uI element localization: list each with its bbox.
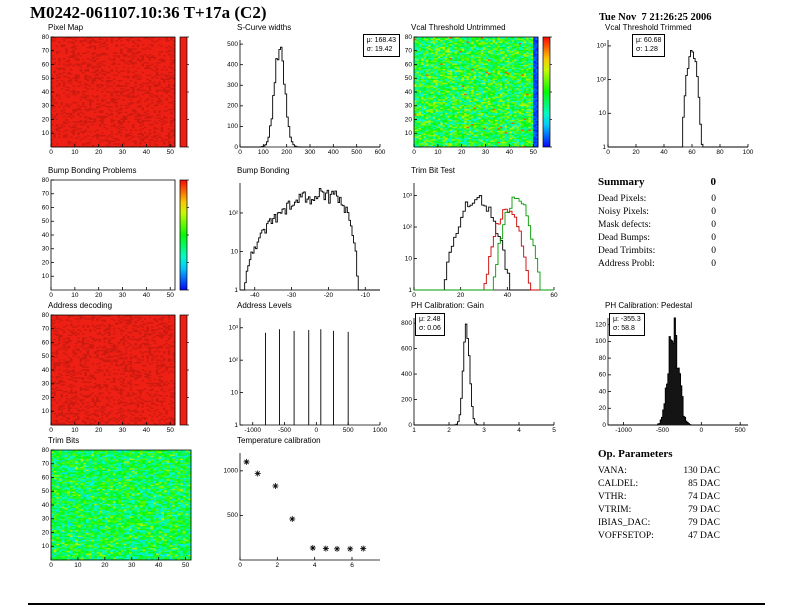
stats-mean: μ: 2.48 bbox=[419, 316, 441, 323]
op-parameter-value: 130 DAC bbox=[683, 466, 720, 476]
op-parameter-value: 74 DAC bbox=[688, 492, 720, 502]
panel-vcal-trimmed: Vcal Threshold Trimmed μ: 60.68 σ: 1.28 bbox=[582, 22, 772, 164]
summary-value: 0 bbox=[711, 246, 716, 256]
stats-sigma: σ: 1.28 bbox=[636, 45, 658, 53]
trim-bits-heatmap bbox=[25, 446, 203, 574]
op-parameter-row: VOFFSETOP: 47 DAC bbox=[598, 530, 720, 543]
panel-pixel-map: Pixel Map bbox=[25, 22, 215, 164]
stats-mean: μ: 168.43 bbox=[366, 37, 396, 44]
stats-box: μ: 60.68 σ: 1.28 bbox=[632, 34, 666, 57]
panel-bump-problems: Bump Bonding Problems bbox=[25, 165, 215, 307]
stats-sigma: σ: 0.06 bbox=[419, 324, 441, 332]
summary-value: 0 bbox=[711, 259, 716, 269]
bump-problems-heatmap bbox=[25, 176, 203, 304]
summary-value: 0 bbox=[711, 233, 716, 243]
stats-box: μ: -355.3 σ: 58.8 bbox=[609, 313, 645, 336]
summary-row: Dead Trimbits: 0 bbox=[598, 245, 716, 258]
panel-trim-bit-test: Trim Bit Test bbox=[388, 165, 578, 307]
chart-title: Trim Bit Test bbox=[411, 166, 456, 175]
op-parameter-label: VANA: bbox=[598, 466, 627, 476]
timestamp: Tue Nov 7 21:26:25 2006 bbox=[599, 12, 712, 23]
summary-label: Dead Trimbits: bbox=[598, 246, 656, 256]
summary-total: 0 bbox=[710, 176, 717, 188]
op-parameter-row: CALDEL: 85 DAC bbox=[598, 478, 720, 491]
op-parameter-row: VANA: 130 DAC bbox=[598, 465, 720, 478]
op-parameter-value: 47 DAC bbox=[688, 531, 720, 541]
panel-scurve-widths: S-Curve widths μ: 168.43 σ: 19.42 bbox=[214, 22, 404, 164]
panel-temperature-calibration: Temperature calibration bbox=[214, 435, 404, 577]
summary-row: Address Probl: 0 bbox=[598, 258, 716, 271]
panel-ph-gain: PH Calibration: Gain μ: 2.48 σ: 0.06 bbox=[388, 300, 578, 442]
panel-address-decoding: Address decoding bbox=[25, 300, 215, 442]
op-parameter-label: IBIAS_DAC: bbox=[598, 518, 651, 528]
address-decoding-heatmap bbox=[25, 311, 203, 439]
page-title: M0242-061107.10:36 T+17a (C2) bbox=[30, 3, 267, 22]
vcal-untrimmed-heatmap bbox=[388, 33, 566, 161]
chart-title: Trim Bits bbox=[48, 436, 80, 445]
panel-ph-pedestal: PH Calibration: Pedestal μ: -355.3 σ: 58… bbox=[582, 300, 772, 442]
chart-title: Bump Bonding bbox=[237, 166, 290, 175]
chart-title: S-Curve widths bbox=[237, 23, 292, 32]
bump-bonding-histogram bbox=[214, 176, 392, 304]
panel-address-levels: Address Levels bbox=[214, 300, 404, 442]
op-parameters-title: Op. Parameters bbox=[598, 448, 673, 460]
op-parameters-block: Op. Parameters VANA: 130 DAC CALDEL: 85 DA… bbox=[598, 448, 720, 543]
pixel-map-heatmap bbox=[25, 33, 203, 161]
summary-label: Dead Bumps: bbox=[598, 233, 650, 243]
summary-value: 0 bbox=[711, 194, 716, 204]
address-levels-histogram bbox=[214, 311, 392, 439]
trim-bit-test-histogram bbox=[388, 176, 566, 304]
panel-trim-bits: Trim Bits bbox=[25, 435, 215, 577]
op-parameter-label: CALDEL: bbox=[598, 479, 639, 489]
stats-sigma: σ: 19.42 bbox=[366, 45, 393, 53]
summary-value: 0 bbox=[711, 220, 716, 230]
page-bottom-border bbox=[28, 603, 765, 605]
summary-value: 0 bbox=[711, 207, 716, 217]
op-parameter-row: IBIAS_DAC: 79 DAC bbox=[598, 517, 720, 530]
chart-title: Vcal Threshold Trimmed bbox=[605, 23, 692, 32]
stats-mean: μ: -355.3 bbox=[613, 316, 641, 323]
chart-title: Address Levels bbox=[237, 301, 292, 310]
chart-title: PH Calibration: Pedestal bbox=[605, 301, 693, 310]
panel-vcal-untrimmed: Vcal Threshold Untrimmed bbox=[388, 22, 578, 164]
stats-box: μ: 2.48 σ: 0.06 bbox=[415, 313, 445, 336]
chart-title: Bump Bonding Problems bbox=[48, 166, 137, 175]
op-parameter-value: 85 DAC bbox=[688, 479, 720, 489]
summary-row: Dead Bumps: 0 bbox=[598, 232, 716, 245]
op-parameter-row: VTRIM: 79 DAC bbox=[598, 504, 720, 517]
vcal-trimmed-histogram bbox=[582, 33, 760, 161]
summary-block: Summary 0 Dead Pixels: 0 Noisy Pixels: 0 M… bbox=[598, 176, 716, 271]
chart-title: Pixel Map bbox=[48, 23, 84, 32]
summary-label: Dead Pixels: bbox=[598, 194, 647, 204]
summary-row: Noisy Pixels: 0 bbox=[598, 206, 716, 219]
summary-title: Summary bbox=[598, 176, 645, 188]
stats-mean: μ: 60.68 bbox=[636, 37, 662, 44]
op-parameter-label: VTHR: bbox=[598, 492, 627, 502]
chart-title: Vcal Threshold Untrimmed bbox=[411, 23, 506, 32]
chart-title: Temperature calibration bbox=[237, 436, 321, 445]
summary-label: Noisy Pixels: bbox=[598, 207, 649, 217]
op-parameter-row: VTHR: 74 DAC bbox=[598, 491, 720, 504]
stats-box: μ: 168.43 σ: 19.42 bbox=[362, 34, 400, 57]
stats-sigma: σ: 58.8 bbox=[613, 324, 635, 332]
summary-label: Address Probl: bbox=[598, 259, 655, 269]
summary-row: Mask defects: 0 bbox=[598, 219, 716, 232]
chart-title: Address decoding bbox=[48, 301, 113, 310]
panel-bump-bonding: Bump Bonding bbox=[214, 165, 404, 307]
summary-label: Mask defects: bbox=[598, 220, 652, 230]
op-parameter-label: VTRIM: bbox=[598, 505, 632, 515]
op-parameter-value: 79 DAC bbox=[688, 518, 720, 528]
temperature-calibration-scatter bbox=[214, 446, 392, 574]
op-parameter-label: VOFFSETOP: bbox=[598, 531, 654, 541]
scurve-widths-histogram bbox=[214, 33, 392, 161]
chart-title: PH Calibration: Gain bbox=[411, 301, 484, 310]
op-parameter-value: 79 DAC bbox=[688, 505, 720, 515]
summary-row: Dead Pixels: 0 bbox=[598, 193, 716, 206]
